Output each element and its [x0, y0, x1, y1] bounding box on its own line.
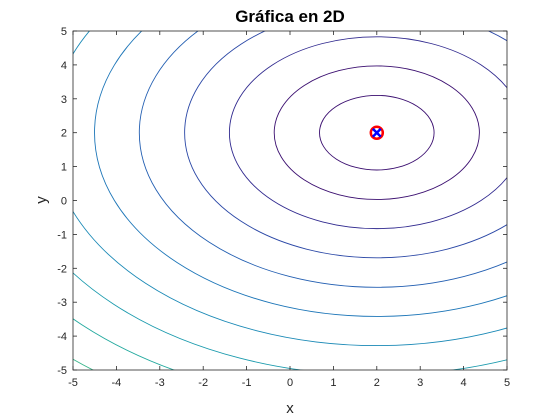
- contour-line: [184, 31, 507, 259]
- x-tick-label: -4: [112, 377, 122, 389]
- x-tick-label: -3: [155, 377, 165, 389]
- y-tick-label: 3: [61, 94, 67, 106]
- contour-line: [73, 31, 507, 346]
- y-axis-ticks: -5 -4 -3 -2 -1 0 1 2 3 4 5: [57, 26, 507, 377]
- y-tick-label: 1: [61, 162, 67, 174]
- y-tick-label: -5: [57, 365, 67, 377]
- plot-area: [73, 31, 507, 370]
- x-axis-ticks: -5 -4 -3 -2 -1 0 1 2 3 4 5: [68, 31, 510, 389]
- y-tick-label: 2: [61, 128, 67, 140]
- y-tick-label: -1: [57, 229, 67, 241]
- x-tick-label: 5: [504, 377, 510, 389]
- contour-line: [273, 65, 480, 200]
- marker-circle: [369, 125, 385, 140]
- contour-line: [138, 31, 507, 288]
- y-tick-label: 0: [61, 196, 67, 208]
- x-tick-label: -2: [198, 377, 208, 389]
- y-tick-label: 4: [61, 60, 67, 72]
- x-tick-label: -1: [242, 377, 252, 389]
- x-tick-label: 4: [461, 377, 467, 389]
- y-tick-label: -2: [57, 263, 67, 275]
- contour-line: [319, 94, 435, 171]
- contour-line: [229, 36, 507, 230]
- x-tick-label: 2: [374, 377, 380, 389]
- y-tick-label: -4: [57, 331, 67, 343]
- contour-line: [94, 31, 507, 317]
- marker-x: [371, 127, 382, 138]
- minimum-marker: [369, 125, 385, 140]
- chart-title: Gráfica en 2D: [235, 7, 345, 26]
- x-tick-label: -5: [68, 377, 78, 389]
- y-tick-label: -3: [57, 297, 67, 309]
- y-axis-label: y: [33, 196, 50, 204]
- x-tick-label: 3: [417, 377, 423, 389]
- y-tick-label: 5: [61, 26, 67, 38]
- x-tick-label: 1: [330, 377, 336, 389]
- x-tick-label: 0: [287, 377, 293, 389]
- x-axis-label: x: [286, 400, 294, 417]
